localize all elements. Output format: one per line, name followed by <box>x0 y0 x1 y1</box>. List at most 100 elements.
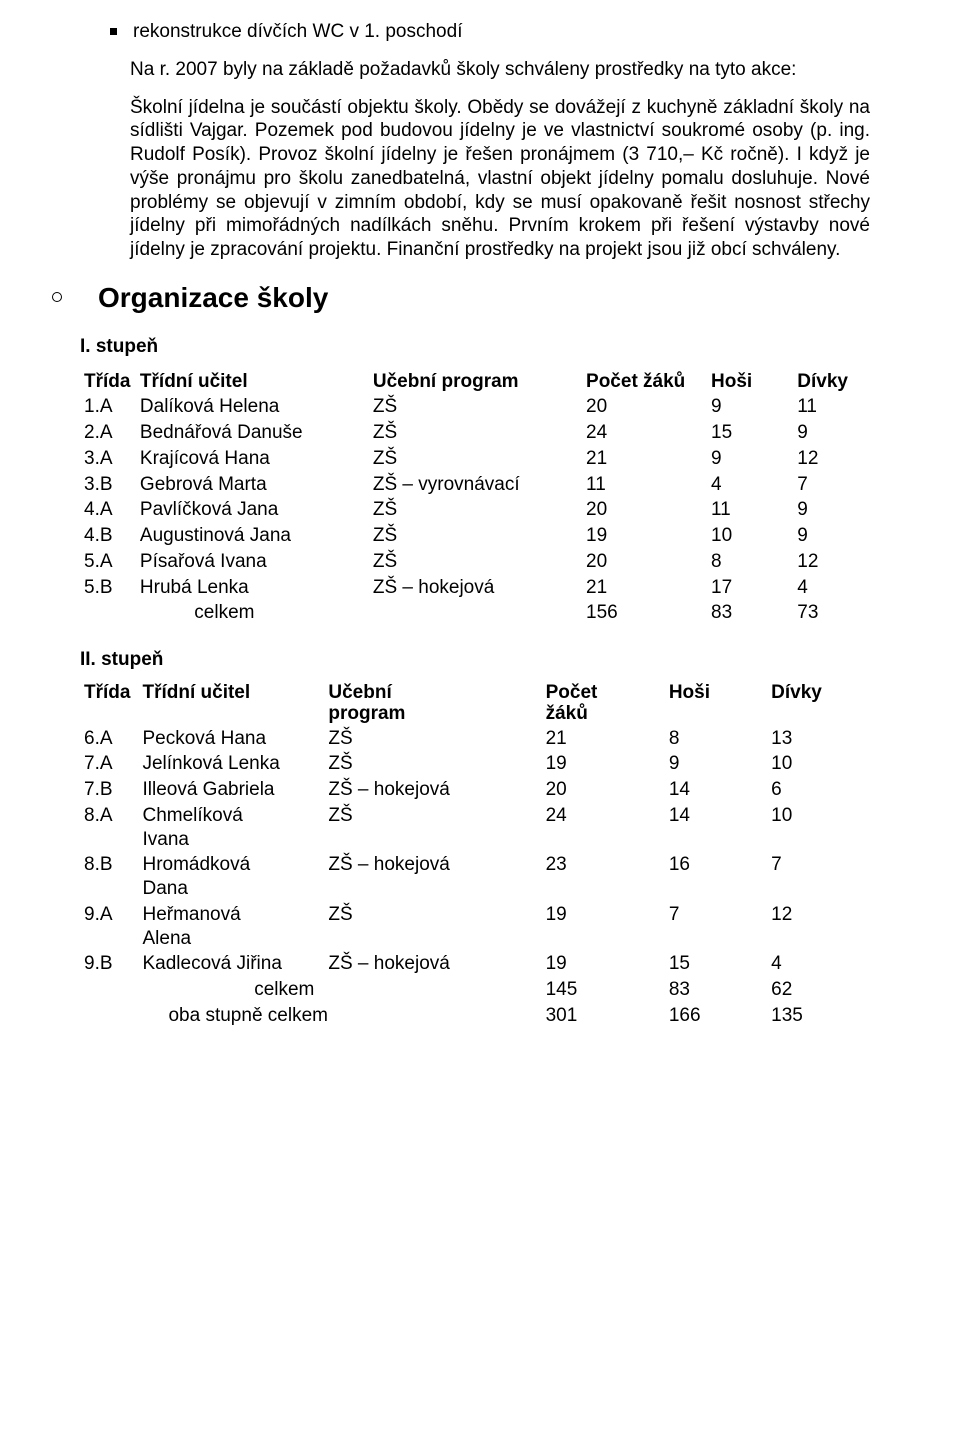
cell-divky: 4 <box>767 951 880 977</box>
section-heading-row: Organizace školy <box>80 280 880 315</box>
th-divky: Dívky <box>793 369 880 395</box>
cell-pocet: 19 <box>542 951 665 977</box>
cell-divky: 13 <box>767 726 880 752</box>
table-row: 8.AChmelíkováIvanaZŠ241410 <box>80 803 880 853</box>
table-row: 7.AJelínková LenkaZŠ19910 <box>80 751 880 777</box>
cell-divky: 11 <box>793 394 880 420</box>
table-row: 3.BGebrová MartaZŠ – vyrovnávací1147 <box>80 472 880 498</box>
th-program-l1: Učební <box>328 682 391 703</box>
table-row: 4.BAugustinová JanaZŠ19109 <box>80 523 880 549</box>
cell-divky: 9 <box>793 523 880 549</box>
cell-trida: 5.A <box>80 549 136 575</box>
th-pocet-l2: žáků <box>546 703 588 724</box>
page: rekonstrukce dívčích WC v 1. poschodí Na… <box>0 0 960 1444</box>
table-row: 5.BHrubá LenkaZŠ – hokejová21174 <box>80 575 880 601</box>
cell-grand-pocet: 301 <box>542 1003 665 1029</box>
cell-divky: 7 <box>767 852 880 902</box>
cell-trida: 9.A <box>80 902 138 952</box>
cell-hosi: 4 <box>707 472 793 498</box>
table-row: 3.AKrajícová HanaZŠ21912 <box>80 446 880 472</box>
cell-program: ZŠ <box>369 446 582 472</box>
table-row: 1.ADalíková HelenaZŠ20911 <box>80 394 880 420</box>
cell-program: ZŠ <box>369 497 582 523</box>
table-row: 7.BIlleová GabrielaZŠ – hokejová20146 <box>80 777 880 803</box>
square-bullet-icon <box>110 28 117 35</box>
th-divky: Dívky <box>767 682 880 726</box>
bullet-text: rekonstrukce dívčích WC v 1. poschodí <box>133 20 462 44</box>
table-row: 6.APecková HanaZŠ21813 <box>80 726 880 752</box>
cell-trida: 5.B <box>80 575 136 601</box>
cell-divky: 4 <box>793 575 880 601</box>
cell-pocet: 21 <box>542 726 665 752</box>
cell-program: ZŠ <box>369 394 582 420</box>
cell-trida: 4.B <box>80 523 136 549</box>
cell-ucitel: Hrubá Lenka <box>136 575 369 601</box>
cell-hosi: 11 <box>707 497 793 523</box>
cell-grand-label: oba stupně celkem <box>138 1003 541 1029</box>
cell-trida: 7.B <box>80 777 138 803</box>
cell-pocet: 20 <box>582 497 707 523</box>
cell-ucitel: Augustinová Jana <box>136 523 369 549</box>
cell-trida: 8.A <box>80 803 138 853</box>
cell-program: ZŠ <box>369 549 582 575</box>
cell-pocet: 20 <box>582 394 707 420</box>
cell-trida: 6.A <box>80 726 138 752</box>
cell-pocet: 19 <box>542 751 665 777</box>
cell-hosi: 8 <box>707 549 793 575</box>
th-trida: Třída <box>80 369 136 395</box>
paragraph-2: Školní jídelna je součástí objektu školy… <box>130 96 870 262</box>
cell-ucitel: ChmelíkováIvana <box>138 803 324 853</box>
section-heading: Organizace školy <box>98 280 328 315</box>
cell-ucitel: Krajícová Hana <box>136 446 369 472</box>
cell-hosi: 10 <box>707 523 793 549</box>
table-row: 2.ABednářová DanušeZŠ24159 <box>80 420 880 446</box>
cell-celkem-label: celkem <box>136 600 369 626</box>
th-program: Učební program <box>324 682 541 726</box>
cell-pocet: 19 <box>542 902 665 952</box>
table-row: 9.BKadlecová JiřinaZŠ – hokejová19154 <box>80 951 880 977</box>
cell-grand-hosi: 166 <box>665 1003 767 1029</box>
cell-pocet: 21 <box>582 446 707 472</box>
cell-program: ZŠ <box>324 751 541 777</box>
th-ucitel: Třídní učitel <box>136 369 369 395</box>
paragraph-1: Na r. 2007 byly na základě požadavků ško… <box>130 58 870 82</box>
cell-hosi: 9 <box>707 446 793 472</box>
cell-celkem-label: celkem <box>138 977 324 1003</box>
cell-program: ZŠ <box>369 420 582 446</box>
cell-ucitel: HeřmanováAlena <box>138 902 324 952</box>
th-program-l2: program <box>328 703 405 724</box>
table-row: 9.AHeřmanováAlenaZŠ19712 <box>80 902 880 952</box>
cell-trida: 3.B <box>80 472 136 498</box>
th-ucitel: Třídní učitel <box>138 682 324 726</box>
cell-hosi: 7 <box>665 902 767 952</box>
cell-pocet: 20 <box>582 549 707 575</box>
cell-program: ZŠ – vyrovnávací <box>369 472 582 498</box>
cell-celkem-pocet: 156 <box>582 600 707 626</box>
cell-pocet: 20 <box>542 777 665 803</box>
cell-trida: 4.A <box>80 497 136 523</box>
cell-ucitel: Písařová Ivana <box>136 549 369 575</box>
cell-trida: 2.A <box>80 420 136 446</box>
cell-trida: 9.B <box>80 951 138 977</box>
th-trida: Třída <box>80 682 138 726</box>
cell-ucitel: Bednářová Danuše <box>136 420 369 446</box>
cell-program: ZŠ <box>324 902 541 952</box>
table-grand-total-row: oba stupně celkem301166135 <box>80 1003 880 1029</box>
cell-hosi: 15 <box>665 951 767 977</box>
th-trida-text: Třída <box>84 682 130 703</box>
cell-program: ZŠ <box>369 523 582 549</box>
cell-celkem-hosi: 83 <box>707 600 793 626</box>
cell-ucitel: Illeová Gabriela <box>138 777 324 803</box>
cell-trida: 8.B <box>80 852 138 902</box>
cell-hosi: 14 <box>665 803 767 853</box>
cell-celkem-hosi: 83 <box>665 977 767 1003</box>
cell-pocet: 24 <box>582 420 707 446</box>
table-stupen-1: Třída Třídní učitel Učební program Počet… <box>80 369 880 627</box>
cell-hosi: 17 <box>707 575 793 601</box>
cell-divky: 12 <box>767 902 880 952</box>
cell-divky: 9 <box>793 497 880 523</box>
cell-divky: 12 <box>793 549 880 575</box>
cell-celkem-divky: 73 <box>793 600 880 626</box>
cell-divky: 12 <box>793 446 880 472</box>
cell-ucitel: Pavlíčková Jana <box>136 497 369 523</box>
